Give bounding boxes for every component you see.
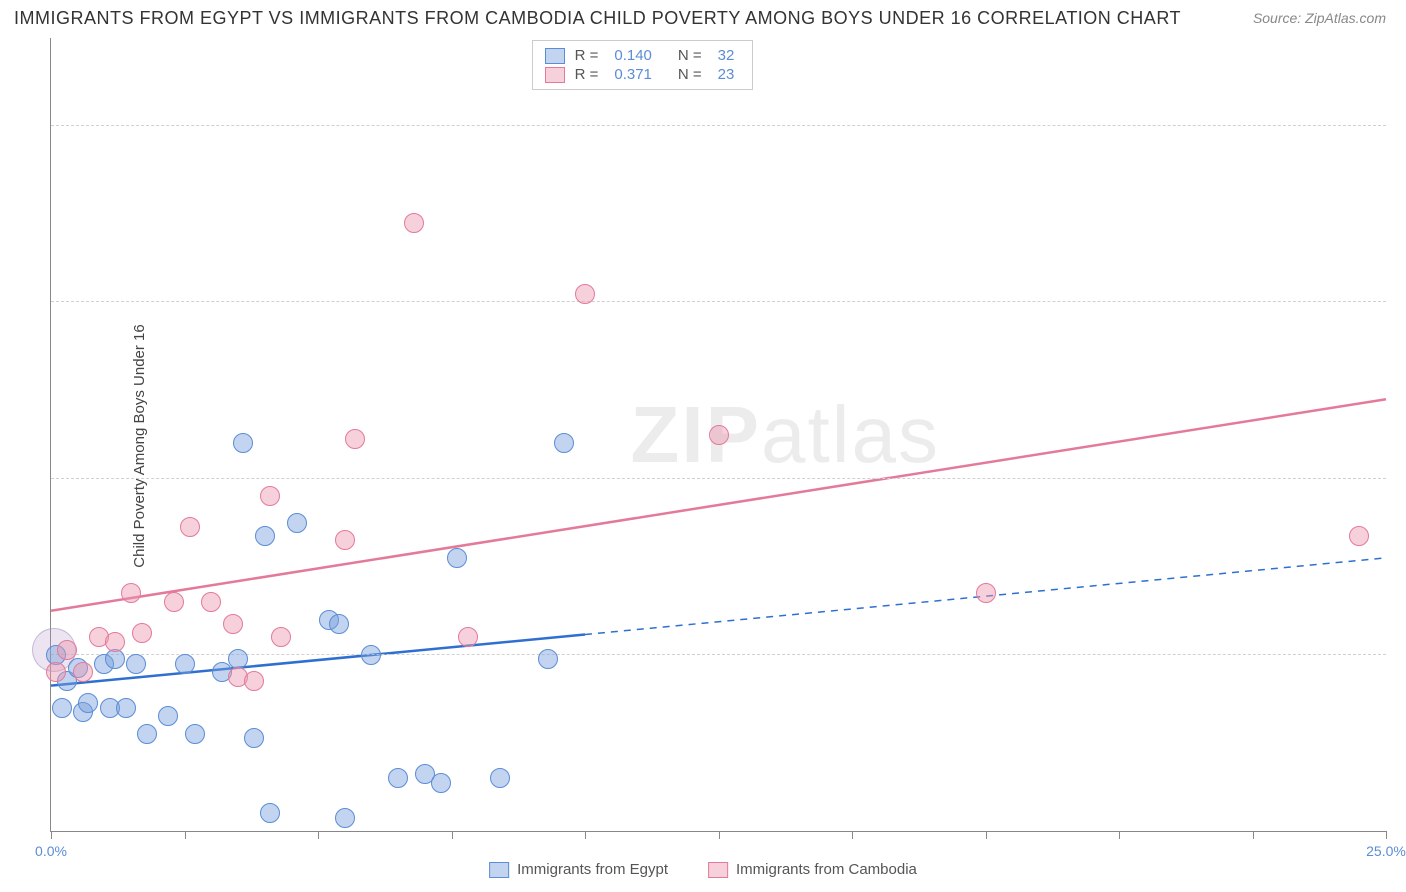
scatter-point	[709, 425, 729, 445]
scatter-point	[105, 632, 125, 652]
scatter-point	[57, 640, 77, 660]
series-legend: Immigrants from Egypt Immigrants from Cam…	[489, 861, 917, 878]
x-tick	[585, 831, 586, 839]
x-tick	[1386, 831, 1387, 839]
scatter-point	[175, 654, 195, 674]
scatter-point	[538, 649, 558, 669]
scatter-point	[116, 698, 136, 718]
scatter-point	[223, 614, 243, 634]
x-tick	[1253, 831, 1254, 839]
x-tick	[51, 831, 52, 839]
legend-row: R = 0.371 N = 23	[545, 66, 741, 83]
scatter-point	[335, 808, 355, 828]
scatter-point	[201, 592, 221, 612]
scatter-point	[361, 645, 381, 665]
scatter-point	[1349, 526, 1369, 546]
scatter-point	[447, 548, 467, 568]
correlation-legend: R = 0.140 N = 32 R = 0.371 N = 23	[532, 40, 754, 90]
legend-item: Immigrants from Cambodia	[708, 861, 917, 878]
scatter-point	[404, 213, 424, 233]
legend-item: Immigrants from Egypt	[489, 861, 668, 878]
legend-r-label: R =	[575, 66, 599, 83]
grid-line	[51, 301, 1386, 302]
scatter-point	[244, 728, 264, 748]
scatter-point	[121, 583, 141, 603]
source-attribution: Source: ZipAtlas.com	[1253, 10, 1386, 26]
x-tick	[1119, 831, 1120, 839]
scatter-point	[244, 671, 264, 691]
legend-series-name: Immigrants from Egypt	[517, 861, 668, 878]
scatter-point	[260, 803, 280, 823]
x-tick	[185, 831, 186, 839]
scatter-point	[287, 513, 307, 533]
scatter-point	[554, 433, 574, 453]
scatter-point	[185, 724, 205, 744]
scatter-point	[271, 627, 291, 647]
scatter-point	[431, 773, 451, 793]
chart-title: IMMIGRANTS FROM EGYPT VS IMMIGRANTS FROM…	[14, 8, 1181, 29]
scatter-point	[329, 614, 349, 634]
scatter-point	[255, 526, 275, 546]
scatter-point	[180, 517, 200, 537]
scatter-point	[458, 627, 478, 647]
legend-r-value: 0.371	[614, 66, 652, 83]
legend-n-value: 23	[718, 66, 735, 83]
scatter-point	[233, 433, 253, 453]
legend-series-name: Immigrants from Cambodia	[736, 861, 917, 878]
plot-area: ZIPatlas R =0.140N =32R =0.371N =23 20.0…	[50, 38, 1386, 832]
grid-line	[51, 654, 1386, 655]
scatter-point	[260, 486, 280, 506]
scatter-point	[345, 429, 365, 449]
scatter-point	[158, 706, 178, 726]
grid-line	[51, 478, 1386, 479]
scatter-point	[52, 698, 72, 718]
legend-r-label: R =	[575, 47, 599, 64]
scatter-point	[164, 592, 184, 612]
scatter-point	[78, 693, 98, 713]
scatter-point	[137, 724, 157, 744]
x-tick-label: 25.0%	[1366, 843, 1406, 859]
x-tick	[852, 831, 853, 839]
scatter-point	[105, 649, 125, 669]
scatter-point	[388, 768, 408, 788]
legend-n-value: 32	[718, 47, 735, 64]
legend-r-value: 0.140	[614, 47, 652, 64]
scatter-point	[73, 662, 93, 682]
x-tick	[318, 831, 319, 839]
scatter-point	[490, 768, 510, 788]
legend-row: R = 0.140 N = 32	[545, 47, 741, 64]
legend-swatch	[545, 67, 565, 83]
x-tick	[986, 831, 987, 839]
legend-swatch	[708, 862, 728, 878]
x-tick	[719, 831, 720, 839]
scatter-point	[46, 662, 66, 682]
scatter-point	[132, 623, 152, 643]
legend-swatch	[489, 862, 509, 878]
legend-n-label: N =	[678, 66, 702, 83]
x-tick	[452, 831, 453, 839]
grid-line	[51, 125, 1386, 126]
legend-n-label: N =	[678, 47, 702, 64]
scatter-point	[976, 583, 996, 603]
scatter-point	[575, 284, 595, 304]
x-tick-label: 0.0%	[35, 843, 67, 859]
scatter-point	[126, 654, 146, 674]
scatter-point	[335, 530, 355, 550]
legend-swatch	[545, 48, 565, 64]
